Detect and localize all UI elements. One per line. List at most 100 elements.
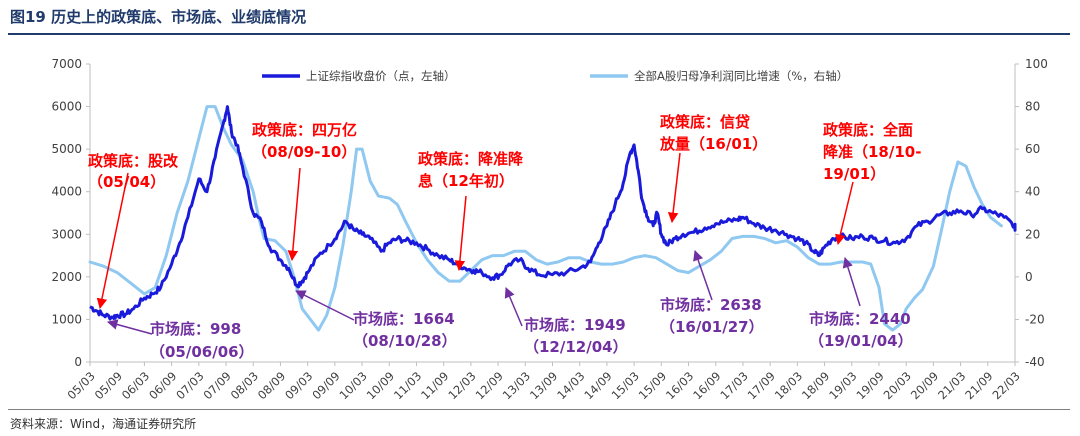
x-tick-label: 15/03 — [609, 369, 642, 402]
market-bottom-annotation-text: （16/01/27） — [660, 318, 764, 336]
chart-legend: 上证综指收盘价（点，左轴） 全部A股归母净利润同比增速（%，右轴） — [262, 69, 848, 83]
policy-bottom-arrow — [835, 181, 854, 246]
y-left-tick-label: 5000 — [51, 142, 82, 156]
y-left-tick-label: 6000 — [51, 100, 82, 114]
source-note: 资料来源：Wind，海通证券研究所 — [10, 417, 197, 431]
figure-title: 图19 历史上的政策底、市场底、业绩底情况 — [10, 8, 307, 26]
x-tick-label: 15/09 — [636, 369, 669, 402]
profit-growth-line — [88, 105, 1003, 332]
policy-bottom-arrow — [454, 195, 467, 272]
x-tick-label: 09/03 — [282, 369, 315, 402]
market-bottom-annotation: 市场底：2638 （16/01/27） — [660, 250, 764, 336]
footer-divider — [8, 409, 1070, 410]
policy-bottom-arrow — [287, 167, 301, 262]
y-left-tick-label: 3000 — [51, 227, 82, 241]
market-bottom-annotation-text: （05/06/06） — [150, 343, 254, 361]
y-right-tick-label: 100 — [1025, 57, 1048, 71]
x-tick-label: 09/09 — [309, 369, 342, 402]
market-bottom-arrow — [693, 250, 713, 301]
market-bottom-arrow — [106, 319, 153, 335]
x-tick-label: 16/09 — [690, 369, 723, 402]
policy-bottom-arrow — [667, 152, 681, 224]
x-tick-label: 18/03 — [772, 369, 805, 402]
x-tick-label: 19/03 — [826, 369, 859, 402]
policy-bottom-annotation-text: 19/01） — [823, 165, 885, 183]
x-tick-label: 06/09 — [146, 369, 179, 402]
policy-bottom-annotation-text: （05/04） — [88, 173, 165, 191]
x-tick-label: 19/09 — [853, 369, 886, 402]
x-tick-label: 18/09 — [799, 369, 832, 402]
policy-bottom-annotation-text: （08/09-10） — [252, 143, 356, 161]
market-bottom-annotation-text: （19/01/04） — [809, 332, 913, 350]
market-bottom-annotation-text: 市场底：998 — [150, 320, 241, 338]
y-left-tick-label: 4000 — [51, 185, 82, 199]
x-tick-label: 17/03 — [717, 369, 750, 402]
market-bottom-annotation-text: 市场底：1664 — [353, 310, 455, 328]
x-tick-label: 16/03 — [663, 369, 696, 402]
x-tick-label: 08/03 — [228, 369, 261, 402]
market-bottom-arrow — [842, 256, 861, 307]
market-bottom-arrow — [504, 287, 523, 327]
y-right-tick-label: 0 — [1025, 270, 1033, 284]
x-tick-label: 07/03 — [173, 369, 206, 402]
x-tick-label: 08/09 — [255, 369, 288, 402]
y-right-tick-label: -20 — [1025, 312, 1045, 326]
policy-bottom-annotation-text: 政策底：全面 — [823, 121, 913, 139]
policy-bottom-annotation-text: 政策底：降准降 — [418, 150, 524, 168]
y-left-tick-label: 7000 — [51, 57, 82, 71]
x-tick-label: 21/03 — [935, 369, 968, 402]
market-bottom-annotation-text: 市场底：2440 — [809, 310, 911, 328]
y-right-tick-label: -40 — [1025, 355, 1045, 369]
market-bottom-annotation: 市场底：2440 （19/01/04） — [809, 256, 913, 350]
policy-bottom-annotation-text: 政策底：信贷 — [660, 113, 750, 131]
chart-series — [88, 105, 1017, 332]
x-tick-label: 11/09 — [418, 369, 451, 402]
x-tick-label: 21/09 — [962, 369, 995, 402]
x-tick-label: 07/09 — [200, 369, 233, 402]
x-tick-label: 22/03 — [989, 369, 1022, 402]
policy-bottom-annotation-text: 息（12年初） — [418, 172, 514, 190]
x-tick-label: 20/09 — [908, 369, 941, 402]
policy-bottom-annotation: 政策底：四万亿 （08/09-10） — [252, 121, 357, 262]
policy-bottom-arrow — [96, 172, 129, 310]
x-tick-label: 13/03 — [500, 369, 533, 402]
chart: 0 1000 2000 3000 4000 5000 6000 7000 -40 -20 0 20 40… — [51, 57, 1048, 402]
y-left-tick-label: 1000 — [51, 312, 82, 326]
market-bottom-annotation: 市场底：1949 （12/12/04） — [504, 287, 628, 356]
policy-bottom-annotation-text: 放量（16/01） — [659, 135, 767, 153]
y-right-tick-label: 60 — [1025, 142, 1040, 156]
legend-index-label: 上证综指收盘价（点，左轴） — [306, 69, 456, 83]
chart-annotations: 政策底：股改 （05/04） 政策底：四万亿 （08/09-10） 政策底：降准降息（1… — [88, 113, 921, 361]
policy-bottom-annotation: 政策底：股改 （05/04） — [88, 152, 179, 310]
x-tick-label: 05/09 — [92, 369, 125, 402]
x-tick-label: 11/03 — [391, 369, 424, 402]
y-left-tick-label: 2000 — [51, 270, 82, 284]
market-bottom-annotation-text: 市场底：1949 — [524, 316, 626, 334]
title-divider — [8, 33, 1070, 35]
x-tick-label: 10/09 — [364, 369, 397, 402]
y-right-tick-label: 20 — [1025, 227, 1040, 241]
market-bottom-annotation-text: （12/12/04） — [524, 338, 628, 356]
x-tick-label: 06/03 — [119, 369, 152, 402]
x-tick-label: 05/03 — [64, 369, 97, 402]
market-bottom-annotation: 市场底：998 （05/06/06） — [106, 319, 254, 361]
x-tick-label: 10/03 — [337, 369, 370, 402]
x-tick-label: 17/09 — [745, 369, 778, 402]
market-bottom-annotation-text: （08/10/28） — [353, 332, 457, 350]
x-tick-label: 13/09 — [527, 369, 560, 402]
y-left-tick-label: 0 — [74, 355, 82, 369]
policy-bottom-annotation-text: 政策底：股改 — [88, 152, 179, 170]
x-tick-label: 14/09 — [581, 369, 614, 402]
x-tick-label: 14/03 — [554, 369, 587, 402]
x-tick-label: 12/09 — [473, 369, 506, 402]
market-bottom-annotation: 市场底：1664 （08/10/28） — [295, 290, 457, 350]
market-bottom-arrow — [295, 290, 355, 321]
x-tick-label: 20/03 — [881, 369, 914, 402]
legend-profit-label: 全部A股归母净利润同比增速（%，右轴） — [634, 69, 848, 83]
x-tick-label: 12/03 — [445, 369, 478, 402]
policy-bottom-annotation-text: 政策底：四万亿 — [252, 121, 357, 139]
